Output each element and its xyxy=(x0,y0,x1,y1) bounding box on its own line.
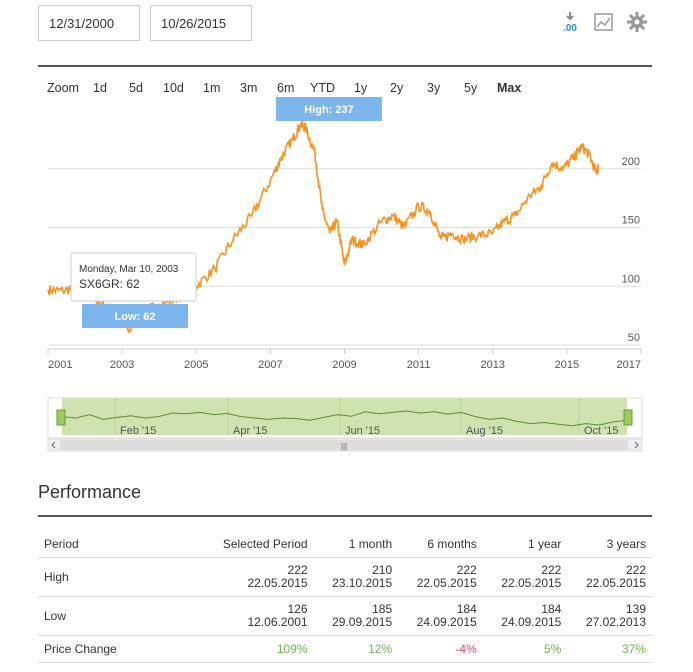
high-date: 22.05.2015 xyxy=(501,576,562,590)
high-value: 222 xyxy=(456,563,477,577)
navigator-line xyxy=(61,410,628,427)
zoom-3y[interactable]: 3y xyxy=(427,81,441,95)
scroll-left-icon[interactable] xyxy=(51,441,56,449)
low-date: 24.09.2015 xyxy=(501,615,562,629)
low-value: 184 xyxy=(541,602,562,616)
navigator-label: Feb '15 xyxy=(120,425,156,437)
scroll-right-icon[interactable] xyxy=(634,441,639,449)
x-tick-label: 2011 xyxy=(407,359,431,371)
col-1-year: 1 year xyxy=(482,529,568,558)
performance-table: Period Selected Period 1 month 6 months … xyxy=(38,529,652,663)
navigator-label: Apr '15 xyxy=(233,425,268,437)
x-tick-label: 2005 xyxy=(184,359,208,371)
navigator-label: Oct '15 xyxy=(584,425,619,437)
zoom-max[interactable]: Max xyxy=(497,81,522,95)
y-tick-label: 200 xyxy=(622,156,640,168)
low-date: 27.02.2013 xyxy=(585,615,646,629)
low-value: 126 xyxy=(287,602,308,616)
table-row-price-change: Price Change 109% 12% -4% 5% 37% xyxy=(38,635,652,663)
performance-divider xyxy=(38,515,652,517)
x-tick-label: 2015 xyxy=(555,359,579,371)
x-tick-label: 2001 xyxy=(48,359,72,371)
row-label: Low xyxy=(38,596,200,636)
zoom-1m[interactable]: 1m xyxy=(203,81,221,95)
navigator-left-handle[interactable] xyxy=(56,409,66,426)
high-value: 222 xyxy=(541,563,562,577)
table-header-row: Period Selected Period 1 month 6 months … xyxy=(38,529,652,558)
start-date-input[interactable]: 12/31/2000 xyxy=(38,5,140,41)
low-date: 29.09.2015 xyxy=(332,615,393,629)
low-date: 12.06.2001 xyxy=(247,615,308,629)
zoom-label: Zoom xyxy=(47,81,79,95)
zoom-3m[interactable]: 3m xyxy=(240,81,258,95)
x-tick-label: 2017 xyxy=(617,359,641,371)
high-value: 222 xyxy=(287,563,308,577)
series-line-sx6gr xyxy=(47,120,600,335)
low-value: 139 xyxy=(625,602,646,616)
zoom-1d[interactable]: 1d xyxy=(93,81,107,95)
high-value: 210 xyxy=(372,563,393,577)
col-1-month: 1 month xyxy=(313,529,399,558)
chart-type-icon[interactable] xyxy=(593,10,615,34)
y-tick-label: 50 xyxy=(628,332,640,344)
x-tick-label: 2009 xyxy=(332,359,356,371)
x-tick-label: 2013 xyxy=(481,359,505,371)
table-row-low: Low 126 12.06.2001 185 29.09.2015 184 24.09… xyxy=(38,596,652,636)
zoom-1y[interactable]: 1y xyxy=(354,81,368,95)
zoom-10d[interactable]: 10d xyxy=(163,81,184,95)
y-axis-labels: 50 100 150 200 xyxy=(622,156,640,344)
scrollbar-thumb[interactable] xyxy=(60,440,628,450)
zoom-5d[interactable]: 5d xyxy=(129,81,143,95)
high-value: 222 xyxy=(625,563,646,577)
low-value: 184 xyxy=(456,602,477,616)
col-selected-period: Selected Period xyxy=(200,529,314,558)
x-tick-label: 2003 xyxy=(110,359,134,371)
scrollbar-grip-icon: ||| xyxy=(341,442,347,451)
col-6-months: 6 months xyxy=(398,529,483,558)
performance-title: Performance xyxy=(38,482,142,502)
gear-icon[interactable] xyxy=(625,10,647,34)
end-date-input[interactable]: 10/26/2015 xyxy=(150,5,252,41)
price-change-value: 5% xyxy=(482,635,568,663)
col-3-years: 3 years xyxy=(567,529,652,558)
navigator[interactable]: Feb '15 Apr '15 Jun '15 Aug '15 Oct '15 ||| xyxy=(0,396,693,456)
zoom-ytd[interactable]: YTD xyxy=(310,81,335,95)
navigator-label: Aug '15 xyxy=(466,425,503,437)
price-chart[interactable]: 50 100 150 200 2001 2003 2005 2007 2009 2011 2013… xyxy=(0,0,693,380)
low-label: Low: 62 xyxy=(115,311,156,323)
table-row-high: High 222 22.05.2015 210 23.10.2015 222 22.0… xyxy=(38,557,652,597)
zoom-6m[interactable]: 6m xyxy=(277,81,295,95)
y-tick-label: 100 xyxy=(622,273,640,285)
low-annotation: Low: 62 xyxy=(82,304,188,328)
navigator-label: Jun '15 xyxy=(345,425,380,437)
download-icon-label: .00 xyxy=(563,23,577,34)
high-annotation: High: 237 xyxy=(276,97,382,121)
navigator-right-handle[interactable] xyxy=(623,409,633,426)
navigator-labels: Feb '15 Apr '15 Jun '15 Aug '15 Oct '15 xyxy=(120,425,619,437)
price-change-value: 12% xyxy=(313,635,399,663)
zoom-5y[interactable]: 5y xyxy=(464,81,478,95)
download-icon[interactable]: .00 xyxy=(559,10,581,34)
low-date: 24.09.2015 xyxy=(416,615,477,629)
high-date: 22.05.2015 xyxy=(585,576,646,590)
tooltip-value: SX6GR: 62 xyxy=(79,277,140,291)
row-label: Price Change xyxy=(38,635,200,663)
zoom-2y[interactable]: 2y xyxy=(390,81,404,95)
col-period: Period xyxy=(38,529,200,558)
x-tick-label: 2007 xyxy=(258,359,282,371)
y-tick-label: 150 xyxy=(622,215,640,227)
price-change-value: -4% xyxy=(398,635,483,663)
top-divider xyxy=(38,65,652,67)
high-date: 22.05.2015 xyxy=(247,576,308,590)
high-label: High: 237 xyxy=(304,104,354,116)
price-change-value: 37% xyxy=(567,635,652,663)
row-label: High xyxy=(38,557,200,597)
tooltip-date: Monday, Mar 10, 2003 xyxy=(79,264,179,275)
x-axis-labels: 2001 2003 2005 2007 2009 2011 2013 2015 2017 xyxy=(47,349,642,371)
high-date: 23.10.2015 xyxy=(332,576,393,590)
low-value: 185 xyxy=(372,602,393,616)
high-date: 22.05.2015 xyxy=(416,576,477,590)
price-change-value: 109% xyxy=(200,635,314,663)
tooltip: Monday, Mar 10, 2003 SX6GR: 62 xyxy=(70,252,197,302)
